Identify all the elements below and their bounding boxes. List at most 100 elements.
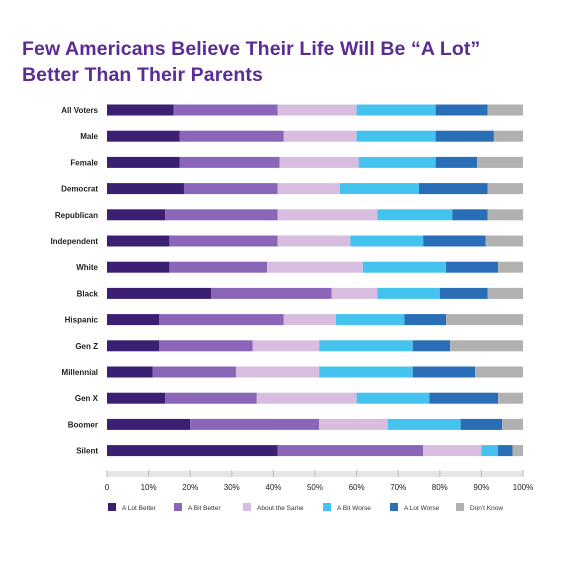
bar-segment <box>446 314 523 326</box>
x-tick-label: 80% <box>432 483 448 492</box>
category-label: Gen X <box>75 394 99 403</box>
bar-segment <box>350 235 424 247</box>
bar-segment <box>439 287 488 299</box>
bar-segment <box>277 104 357 116</box>
x-tick-label: 20% <box>182 483 198 492</box>
chart-title: Few Americans Believe Their Life Will Be… <box>22 36 542 88</box>
legend-swatch <box>243 503 251 511</box>
bar-segment <box>487 183 523 195</box>
bar-segment <box>235 366 320 378</box>
bar-segment <box>107 340 159 352</box>
bar-segment <box>107 183 184 195</box>
bar-segment <box>165 392 257 404</box>
bar-segment <box>358 156 436 168</box>
bar-segment <box>512 445 523 457</box>
bar-segment <box>159 340 253 352</box>
bar-segment <box>450 340 523 352</box>
legend-label: A Lot Worse <box>404 505 440 512</box>
bar-segment <box>356 104 436 116</box>
category-label: Republican <box>55 211 98 220</box>
bar-segment <box>331 287 378 299</box>
bar-segment <box>502 418 523 430</box>
bar-segment <box>107 130 180 142</box>
legend-swatch <box>456 503 464 511</box>
bar-segment <box>498 261 523 273</box>
bar-segment <box>377 209 453 221</box>
bar-segment <box>107 314 159 326</box>
bar-segment <box>423 445 482 457</box>
category-label: Millennial <box>62 368 98 377</box>
legend-label: Don't Know <box>470 505 503 512</box>
chart-title-line-2: Better Than Their Parents <box>22 64 263 86</box>
x-tick-label: 100% <box>513 483 533 492</box>
bar-segment <box>423 235 486 247</box>
bar-segment <box>179 156 280 168</box>
x-tick-label: 60% <box>349 483 365 492</box>
bar-segment <box>377 287 440 299</box>
bar-segment <box>435 104 488 116</box>
bar-segment <box>252 340 320 352</box>
bar-segment <box>277 209 378 221</box>
bar-segment <box>107 287 211 299</box>
bar-segment <box>435 130 494 142</box>
bar-segment <box>435 156 478 168</box>
bar-segment <box>356 392 430 404</box>
bar-segment <box>419 183 488 195</box>
bar-segment <box>498 445 513 457</box>
x-tick-label: 70% <box>390 483 406 492</box>
category-label: Male <box>80 132 98 141</box>
legend-swatch <box>174 503 182 511</box>
bar-segment <box>267 261 363 273</box>
bar-segment <box>487 104 523 116</box>
legend-label: A Lot Better <box>122 505 157 512</box>
bar-segment <box>169 235 278 247</box>
bar-segment <box>277 445 424 457</box>
bar-segment <box>277 235 351 247</box>
bar-segment <box>387 418 461 430</box>
bar-segment <box>107 261 170 273</box>
legend-swatch <box>390 503 398 511</box>
bar-segment <box>279 156 359 168</box>
bar-segment <box>487 287 523 299</box>
category-label: Independent <box>50 237 98 246</box>
chart-title-line-1: Few Americans Believe Their Life Will Be… <box>22 38 481 60</box>
legend-swatch <box>323 503 331 511</box>
bar-segment <box>485 235 523 247</box>
bar-segment <box>107 445 278 457</box>
bar-segment <box>487 209 523 221</box>
category-label: Female <box>70 158 98 167</box>
bar-segment <box>356 130 436 142</box>
x-tick-label: 90% <box>473 483 489 492</box>
bar-segment <box>277 183 340 195</box>
bar-segment <box>446 261 499 273</box>
category-label: All Voters <box>61 106 98 115</box>
bar-segment <box>493 130 523 142</box>
bar-segment <box>107 392 166 404</box>
bar-segment <box>412 340 451 352</box>
category-label: Hispanic <box>65 316 99 325</box>
bar-segment <box>339 183 419 195</box>
category-label: Silent <box>76 447 98 456</box>
bar-segment <box>169 261 268 273</box>
x-tick-label: 40% <box>265 483 281 492</box>
category-label: Democrat <box>61 185 98 194</box>
bar-segment <box>498 392 523 404</box>
bar-segment <box>460 418 503 430</box>
bar-segment <box>362 261 447 273</box>
category-label: White <box>76 263 98 272</box>
bar-segment <box>319 418 388 430</box>
bar-segment <box>481 445 499 457</box>
category-label: Gen Z <box>75 342 98 351</box>
bar-segment <box>107 209 166 221</box>
bar-segment <box>412 366 476 378</box>
category-label: Boomer <box>68 420 98 429</box>
bar-segment <box>404 314 447 326</box>
bar-segment <box>159 314 284 326</box>
x-tick-label: 30% <box>224 483 240 492</box>
bar-segment <box>475 366 523 378</box>
bar-segment <box>335 314 405 326</box>
bar-segment <box>165 209 278 221</box>
legend-label: A Bit Worse <box>337 505 371 512</box>
bar-segment <box>283 130 357 142</box>
bar-segment <box>152 366 236 378</box>
